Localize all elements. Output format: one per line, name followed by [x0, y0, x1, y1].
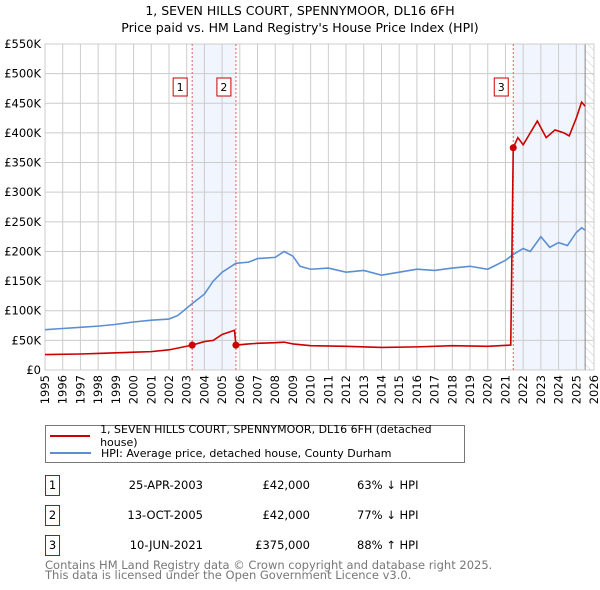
x-tick-label: 1998 [91, 375, 105, 404]
hpi-line [44, 226, 586, 331]
chart-title: 1, SEVEN HILLS COURT, SPENNYMOOR, DL16 6… [145, 3, 455, 18]
x-tick-label: 2013 [357, 375, 371, 404]
sale-hpi: 88% ↑ HPI [357, 538, 419, 552]
x-tick-label: 2010 [304, 375, 318, 404]
sale-date: 13-OCT-2005 [127, 508, 203, 522]
y-tick-label: £100K [4, 304, 41, 318]
x-tick-label: 1996 [56, 375, 70, 404]
sale-marker: 1 [45, 475, 60, 496]
x-tick-label: 2009 [286, 375, 300, 404]
x-tick-label: 2007 [251, 375, 265, 404]
x-tick-label: 2019 [463, 375, 477, 404]
table-row: 2 13-OCT-2005 £42,000 77% ↓ HPI [45, 505, 465, 526]
x-tick-label: 2021 [498, 375, 512, 404]
x-tick-label: 1997 [73, 375, 87, 404]
sale-marker: 2 [45, 505, 60, 526]
sale-label-box [493, 77, 509, 97]
y-tick-label: £200K [4, 244, 41, 258]
sale-point [509, 144, 517, 152]
legend: 1, SEVEN HILLS COURT, SPENNYMOOR, DL16 6… [45, 423, 465, 463]
sale-point [232, 341, 240, 349]
footer: Contains HM Land Registry data © Crown c… [45, 558, 493, 582]
x-tick-label: 2003 [180, 375, 194, 404]
x-tick-label: 2020 [481, 375, 495, 404]
sale-hpi: 63% ↓ HPI [357, 478, 419, 492]
x-tick-label: 2005 [215, 375, 229, 404]
x-tick-label: 2018 [445, 375, 459, 404]
x-tick-label: 2001 [144, 375, 158, 404]
x-tick-label: 2008 [268, 375, 282, 404]
sale-price: £375,000 [255, 538, 310, 552]
price-chart: 1995 1996 1997 1998 1999 2000 2001 2002 2003 2004… [4, 37, 600, 404]
sale-label: 1 [177, 81, 184, 94]
legend-property: 1, SEVEN HILLS COURT, SPENNYMOOR, DL16 6… [100, 423, 432, 449]
price-line [44, 100, 586, 356]
y-tick-label: £550K [4, 37, 41, 51]
shaded-range [513, 44, 586, 370]
forecast-hatch [585, 44, 594, 370]
sale-date: 25-APR-2003 [128, 478, 203, 492]
x-tick-label: 2015 [392, 375, 406, 404]
y-tick-label: £350K [4, 156, 41, 170]
sale-label: 2 [220, 81, 227, 94]
x-tick-label: 2023 [534, 375, 548, 404]
y-tick-label: £150K [4, 274, 41, 288]
x-tick-label: 2012 [339, 375, 353, 404]
x-tick-label: 2002 [162, 375, 176, 404]
y-tick-label: £500K [4, 67, 41, 81]
footer-line-1: Contains HM Land Registry data © Crown c… [45, 558, 493, 572]
y-tick-label: £300K [4, 185, 41, 199]
x-tick-label: 2024 [552, 375, 566, 404]
x-tick-label: 2016 [410, 375, 424, 404]
sale-price: £42,000 [262, 478, 310, 492]
x-tick-label: 2025 [569, 375, 583, 404]
x-tick-label: 2006 [233, 375, 247, 404]
y-tick-label: £250K [4, 215, 41, 229]
y-tick-label: £450K [4, 96, 41, 110]
footer-line-2: This data is licensed under the Open Gov… [45, 568, 412, 582]
shaded-range [192, 44, 236, 370]
y-tick-label: £50K [12, 333, 42, 347]
x-tick-label: 2026 [587, 375, 600, 404]
plot-border [44, 43, 595, 371]
x-tick-label: 2014 [374, 375, 388, 404]
sale-label-box [172, 77, 188, 97]
sale-label: 3 [498, 81, 505, 94]
sale-hpi: 77% ↓ HPI [357, 508, 419, 522]
x-tick-label: 1999 [109, 375, 123, 404]
sale-marker: 3 [45, 535, 60, 556]
sale-price: £42,000 [262, 508, 310, 522]
legend-red-line [50, 435, 91, 437]
x-tick-label: 1995 [38, 375, 52, 404]
y-tick-label: £0 [26, 363, 41, 377]
x-tick-label: 2011 [321, 375, 335, 404]
sale-label-box [216, 77, 232, 97]
x-tick-label: 2004 [197, 375, 211, 404]
table-row: 1 25-APR-2003 £42,000 63% ↓ HPI [45, 475, 465, 496]
x-tick-label: 2022 [516, 375, 530, 404]
sale-date: 10-JUN-2021 [129, 538, 203, 552]
legend-hpi: HPI: Average price, detached house, Coun… [101, 446, 392, 460]
chart-subtitle: Price paid vs. HM Land Registry's House … [121, 20, 479, 35]
table-row: 3 10-JUN-2021 £375,000 88% ↑ HPI [45, 535, 465, 556]
legend-blue-line [50, 452, 91, 454]
y-tick-label: £400K [4, 126, 41, 140]
x-tick-label: 2000 [127, 375, 141, 404]
sale-point [188, 341, 196, 349]
x-tick-label: 2017 [428, 375, 442, 404]
